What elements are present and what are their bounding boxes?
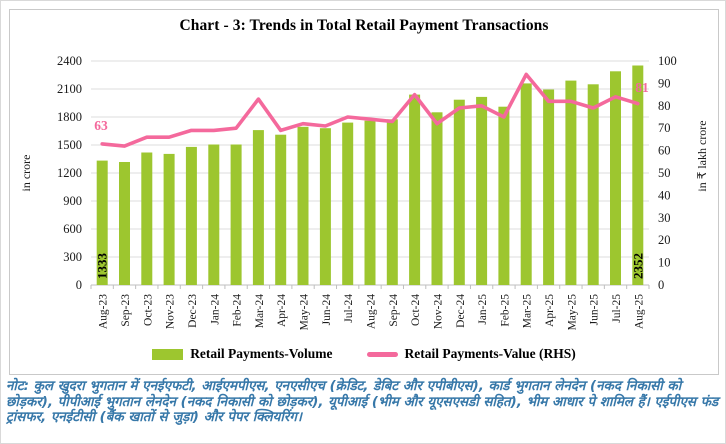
x-tick-label: Jan-25 [477, 294, 489, 325]
bar-Oct-24 [409, 94, 421, 285]
x-tick-label: Oct-23 [142, 294, 154, 326]
left-axis-tick-label: 1500 [57, 138, 82, 152]
bar-Aug-24 [364, 120, 376, 285]
right-axis-tick-label: 40 [658, 188, 671, 202]
x-tick-label: Mar-25 [522, 294, 534, 329]
bar-Apr-25 [543, 89, 555, 285]
left-axis-tick-label: 300 [63, 250, 82, 264]
bar-Apr-24 [275, 134, 287, 285]
left-axis-title: in crore [19, 155, 33, 192]
bar-Jun-24 [319, 128, 331, 285]
x-tick-label: Feb-25 [499, 294, 511, 327]
left-axis-tick-label: 0 [76, 278, 82, 292]
bar-Jan-24 [208, 144, 220, 285]
legend-label-volume: Retail Payments-Volume [190, 346, 333, 361]
bar-Aug-25 [632, 65, 644, 285]
bar-May-25 [565, 80, 577, 285]
bar-Mar-25 [520, 83, 532, 286]
x-tick-label: Jun-24 [321, 294, 333, 326]
bar-Sep-24 [386, 119, 398, 285]
x-tick-label: Dec-23 [187, 294, 199, 328]
right-axis-tick-label: 70 [658, 121, 671, 135]
bar-Jan-25 [476, 96, 488, 286]
right-axis-tick-label: 80 [658, 99, 671, 113]
footnote-text: नोट: कुल खुदरा भुगतान में एनईएफटी, आईएमप… [6, 379, 719, 426]
chart-canvas: 0 300 600 900 1200 1500 1800 2100 2400 0 10 20 30 40 5… [19, 54, 709, 331]
left-axis-tick-label: 2400 [57, 54, 82, 68]
bar-Jul-25 [610, 71, 621, 285]
bar-Sep-23 [119, 162, 130, 285]
left-axis-tick-label: 600 [63, 222, 82, 236]
bar-Jun-25 [587, 84, 599, 285]
chart-title: Chart - 3: Trends in Total Retail Paymen… [179, 17, 549, 34]
x-tick-label: Jul-25 [611, 294, 623, 323]
legend: Retail Payments-Volume Retail Payments-V… [10, 346, 718, 362]
right-axis-tick-label: 20 [658, 233, 671, 247]
line-value-label-last: 81 [635, 80, 649, 95]
right-axis-tick-label: 60 [658, 144, 671, 158]
x-tick-label: May-25 [566, 294, 578, 331]
x-tick-label: Aug-24 [366, 294, 378, 329]
bar-Jul-24 [342, 122, 354, 285]
x-tick-label: Nov-24 [433, 294, 445, 329]
line-value-label-first: 63 [94, 118, 108, 133]
legend-item-value: Retail Payments-Value (RHS) [366, 346, 576, 362]
x-tick-label: Feb-24 [232, 294, 244, 327]
x-tick-label: Jan-24 [209, 294, 221, 325]
bar-Dec-24 [453, 99, 465, 285]
bar-Oct-23 [141, 152, 153, 285]
bar-Aug-23 [96, 160, 108, 285]
right-axis-tick-label: 90 [658, 76, 671, 90]
x-tick-label: Mar-24 [254, 294, 266, 329]
legend-item-volume: Retail Payments-Volume [152, 346, 333, 362]
x-tick-label: Nov-23 [165, 294, 177, 329]
bar-value-label-first: 1333 [95, 253, 110, 280]
right-axis-title: in ₹ lakh crore [695, 120, 709, 191]
x-tick-label: Sep-24 [388, 294, 400, 327]
value-line [100, 72, 640, 148]
left-axis-tick-label: 1800 [57, 110, 82, 124]
bar-Feb-24 [230, 144, 242, 285]
bar-Feb-25 [498, 106, 510, 285]
bar-Nov-23 [163, 153, 175, 285]
bar-May-24 [297, 126, 309, 285]
x-tick-label: Jul-24 [343, 294, 355, 323]
left-axis-tick-label: 1200 [57, 166, 82, 180]
bar-Dec-23 [185, 146, 197, 285]
right-axis-tick-label: 100 [658, 54, 677, 68]
x-tick-label: May-24 [299, 294, 311, 331]
x-tick-label: Aug-23 [98, 294, 110, 329]
x-tick-label: Dec-24 [455, 294, 467, 328]
x-tick-label: Apr-25 [544, 294, 556, 327]
right-axis-tick-label: 10 [658, 256, 671, 270]
x-tick-label: Apr-24 [276, 294, 288, 327]
chart-frame: 0 300 600 900 1200 1500 1800 2100 2400 0 10 20 30 40 5… [9, 9, 719, 375]
bar-value-label-last: 2352 [630, 253, 645, 279]
right-axis-tick-label: 50 [658, 166, 671, 180]
legend-line-swatch [366, 351, 398, 357]
x-tick-label: Oct-24 [410, 294, 422, 326]
legend-label-value: Retail Payments-Value (RHS) [404, 346, 576, 361]
right-axis-tick-label: 30 [658, 211, 671, 225]
bar-Mar-24 [252, 130, 264, 285]
left-axis-tick-label: 900 [63, 194, 82, 208]
bar-Nov-24 [431, 112, 443, 285]
x-tick-label: Aug-25 [633, 294, 645, 329]
x-tick-label: Jun-25 [589, 294, 601, 326]
right-axis-tick-label: 0 [658, 278, 664, 292]
legend-bar-swatch [152, 348, 184, 360]
left-axis-tick-label: 2100 [57, 82, 82, 96]
x-tick-label: Sep-23 [120, 294, 132, 327]
